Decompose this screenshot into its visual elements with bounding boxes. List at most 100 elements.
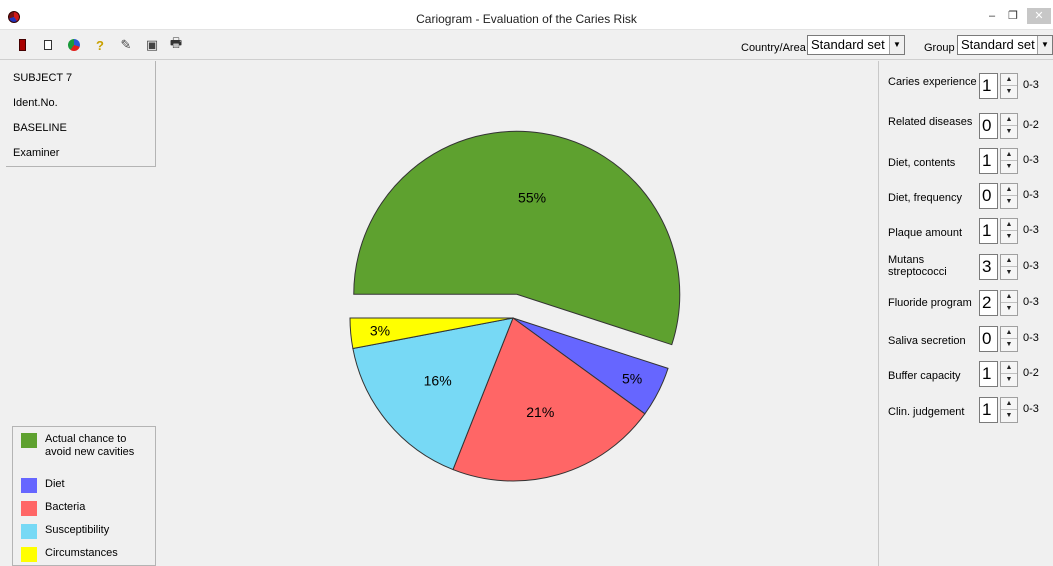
cariogram-pie-chart: 55% 5% 21% 16% 3% <box>349 130 681 482</box>
plaque-amount-spinner: ▲ ▼ <box>1000 218 1018 244</box>
diet-frequency-input[interactable]: 0 <box>979 183 998 209</box>
spin-down-icon[interactable]: ▼ <box>1005 163 1013 170</box>
caries-experience-spinner: ▲ ▼ <box>1000 73 1018 99</box>
subject-info-panel: SUBJECT 7 Ident.No. BASELINE Examiner <box>6 61 156 167</box>
param-label: Clin. judgement <box>888 406 965 418</box>
param-row-saliva-secretion: Saliva secretion 0 ▲ ▼ 0-3 <box>879 326 1053 358</box>
param-range: 0-3 <box>1023 224 1039 236</box>
param-label: Diet, frequency <box>888 192 962 204</box>
spin-up-icon[interactable]: ▲ <box>1001 398 1017 410</box>
legend-swatch <box>21 501 37 516</box>
clin-judgement-input[interactable]: 1 <box>979 397 998 423</box>
spin-down-icon[interactable]: ▼ <box>1005 269 1013 276</box>
examiner-label[interactable]: Examiner <box>13 147 60 159</box>
legend-item-circumstances: Circumstances <box>21 547 118 562</box>
param-label: Caries experience <box>888 76 977 88</box>
spin-down-icon[interactable]: ▼ <box>1005 128 1013 135</box>
print-icon[interactable]: 🖶 <box>169 35 183 50</box>
country-area-select[interactable]: Standard set ▼ <box>807 35 905 55</box>
legend-label: Circumstances <box>45 547 118 559</box>
legend-label: Bacteria <box>45 501 86 513</box>
spin-up-icon[interactable]: ▲ <box>1001 184 1017 196</box>
window-title: Cariogram - Evaluation of the Caries Ris… <box>416 12 637 26</box>
spin-down-icon[interactable]: ▼ <box>1005 198 1013 205</box>
caries-experience-input[interactable]: 1 <box>979 73 998 99</box>
pie-chart-icon[interactable] <box>66 37 82 53</box>
diet-frequency-spinner: ▲ ▼ <box>1000 183 1018 209</box>
legend-item-susceptibility: Susceptibility <box>21 524 109 539</box>
param-range: 0-3 <box>1023 260 1039 272</box>
param-row-plaque-amount: Plaque amount 1 ▲ ▼ 0-3 <box>879 218 1053 250</box>
buffer-capacity-spinner: ▲ ▼ <box>1000 361 1018 387</box>
spin-down-icon[interactable]: ▼ <box>1005 376 1013 383</box>
param-row-clin-judgement: Clin. judgement 1 ▲ ▼ 0-3 <box>879 397 1053 429</box>
pie-label: 21% <box>526 404 554 420</box>
param-label: Fluoride program <box>888 297 972 309</box>
param-row-diet-contents: Diet, contents 1 ▲ ▼ 0-3 <box>879 148 1053 180</box>
spin-down-icon[interactable]: ▼ <box>1005 305 1013 312</box>
close-button[interactable]: ✕ <box>1027 8 1051 24</box>
spin-up-icon[interactable]: ▲ <box>1001 74 1017 86</box>
pie-label: 3% <box>370 323 390 339</box>
spin-up-icon[interactable]: ▲ <box>1001 362 1017 374</box>
minimize-button[interactable]: – <box>988 10 996 22</box>
pie-slice-actual-chance-to-avoid-new-cavities <box>353 130 681 346</box>
buffer-capacity-input[interactable]: 1 <box>979 361 998 387</box>
param-range: 0-3 <box>1023 154 1039 166</box>
pie-slice-susceptibility <box>352 317 514 471</box>
spin-up-icon[interactable]: ▲ <box>1001 149 1017 161</box>
legend-item-bacteria: Bacteria <box>21 501 85 516</box>
chevron-down-icon[interactable]: ▼ <box>1037 36 1052 54</box>
legend-item-chance: Actual chance to avoid new cavities <box>21 433 155 459</box>
spin-up-icon[interactable]: ▲ <box>1001 255 1017 267</box>
country-area-value: Standard set <box>811 37 885 52</box>
param-range: 0-3 <box>1023 403 1039 415</box>
param-range: 0-2 <box>1023 119 1039 131</box>
spin-down-icon[interactable]: ▼ <box>1005 233 1013 240</box>
edit-icon[interactable]: ✎ <box>120 37 132 52</box>
new-document-icon[interactable] <box>40 37 56 53</box>
spin-down-icon[interactable]: ▼ <box>1005 88 1013 95</box>
param-row-mutans-streptococci: Mutans streptococci 3 ▲ ▼ 0-3 <box>879 254 1053 286</box>
plaque-amount-input[interactable]: 1 <box>979 218 998 244</box>
exit-icon[interactable] <box>14 37 30 53</box>
app-logo-icon[interactable] <box>8 11 20 23</box>
param-range: 0-3 <box>1023 332 1039 344</box>
param-row-fluoride-program: Fluoride program 2 ▲ ▼ 0-3 <box>879 290 1053 322</box>
related-diseases-input[interactable]: 0 <box>979 113 998 139</box>
param-label: Plaque amount <box>888 227 962 239</box>
help-icon[interactable]: ? <box>96 37 104 53</box>
spin-down-icon[interactable]: ▼ <box>1005 412 1013 419</box>
saliva-secretion-input[interactable]: 0 <box>979 326 998 352</box>
param-range: 0-3 <box>1023 79 1039 91</box>
param-label: Diet, contents <box>888 157 956 169</box>
param-row-buffer-capacity: Buffer capacity 1 ▲ ▼ 0-2 <box>879 361 1053 393</box>
param-label: Buffer capacity <box>888 370 961 382</box>
chevron-down-icon[interactable]: ▼ <box>889 36 904 54</box>
spin-up-icon[interactable]: ▲ <box>1001 291 1017 303</box>
group-select[interactable]: Standard set ▼ <box>957 35 1053 55</box>
param-range: 0-2 <box>1023 367 1039 379</box>
legend: Actual chance to avoid new cavities Diet… <box>12 426 156 566</box>
spin-up-icon[interactable]: ▲ <box>1001 327 1017 339</box>
mutans-streptococci-input[interactable]: 3 <box>979 254 998 280</box>
visit-label[interactable]: BASELINE <box>13 122 67 134</box>
subject-name[interactable]: SUBJECT 7 <box>13 72 73 84</box>
fluoride-program-input[interactable]: 2 <box>979 290 998 316</box>
param-row-related-diseases: Related diseases 0 ▲ ▼ 0-2 <box>879 113 1053 145</box>
mutans-streptococci-spinner: ▲ ▼ <box>1000 254 1018 280</box>
pie-slice-circumstances <box>349 317 514 350</box>
param-row-diet-frequency: Diet, frequency 0 ▲ ▼ 0-3 <box>879 183 1053 215</box>
pie-slice-bacteria <box>452 317 646 482</box>
spin-up-icon[interactable]: ▲ <box>1001 219 1017 231</box>
ident-no-label[interactable]: Ident.No. <box>13 97 58 109</box>
save-icon[interactable]: ▣ <box>145 37 159 52</box>
legend-swatch <box>21 433 37 448</box>
spin-up-icon[interactable]: ▲ <box>1001 114 1017 126</box>
restore-button[interactable]: ❐ <box>1008 10 1018 22</box>
spin-down-icon[interactable]: ▼ <box>1005 341 1013 348</box>
legend-swatch <box>21 524 37 539</box>
group-value: Standard set <box>961 37 1035 52</box>
group-label: Group <box>924 42 955 54</box>
diet-contents-input[interactable]: 1 <box>979 148 998 174</box>
